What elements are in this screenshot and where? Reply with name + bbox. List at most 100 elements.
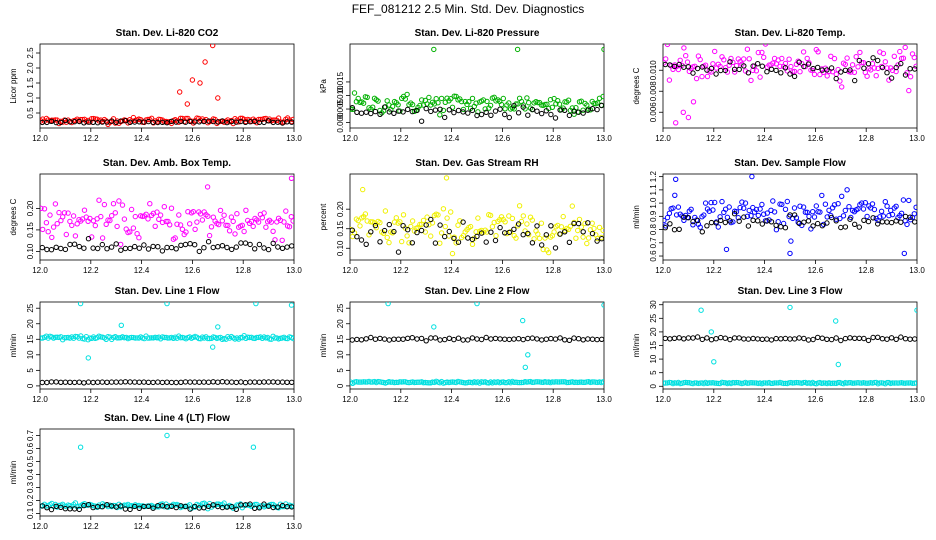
- data-point-reference: [182, 379, 189, 385]
- data-point-main: [860, 206, 867, 212]
- data-point-reference: [219, 243, 226, 249]
- data-point-reference: [865, 61, 872, 67]
- data-point-main: [697, 224, 703, 230]
- data-point-main: [368, 219, 374, 225]
- data-point-outlier: [431, 324, 437, 330]
- plot-frame: [662, 43, 918, 129]
- data-point-reference: [671, 227, 678, 233]
- data-point-reference: [722, 219, 728, 226]
- data-point-reference: [580, 110, 586, 116]
- data-point-reference: [418, 118, 425, 124]
- data-point-reference: [168, 244, 175, 251]
- data-point-reference: [442, 233, 448, 240]
- data-point-reference: [548, 223, 554, 229]
- data-point-reference: [168, 379, 175, 386]
- data-point-reference: [824, 220, 830, 226]
- data-point-main: [63, 231, 70, 238]
- y-tick-label: 0.20: [26, 200, 35, 216]
- data-point-reference: [718, 217, 724, 224]
- data-point-reference: [520, 232, 526, 238]
- data-point-main: [722, 65, 729, 71]
- data-point-main: [670, 66, 676, 73]
- data-point-main: [415, 379, 421, 385]
- data-point-main: [786, 56, 792, 62]
- data-point-main: [835, 201, 841, 207]
- data-point-outlier: [164, 432, 170, 439]
- data-point-main: [712, 48, 718, 55]
- data-point-main: [560, 213, 566, 220]
- data-point-main: [187, 221, 193, 227]
- data-point-main: [855, 64, 861, 70]
- data-point-main: [179, 226, 186, 233]
- data-point-main: [377, 219, 383, 226]
- data-point-reference: [898, 219, 904, 225]
- data-point-reference: [870, 215, 876, 221]
- data-point-outlier: [680, 109, 686, 116]
- data-point-main: [230, 218, 236, 225]
- data-point-main: [487, 102, 494, 109]
- data-point-main: [132, 335, 139, 341]
- data-point-main: [254, 334, 260, 341]
- data-point-main: [176, 212, 182, 218]
- data-point-reference: [247, 501, 253, 507]
- data-point-main: [869, 201, 876, 207]
- x-tick-label: 12.4: [757, 134, 773, 143]
- data-point-main: [177, 115, 184, 122]
- x-tick-label: 12.0: [32, 266, 48, 275]
- data-point-reference: [85, 379, 92, 385]
- data-point-main: [797, 203, 803, 209]
- data-point-reference: [71, 241, 78, 247]
- data-point-main: [699, 73, 705, 80]
- data-point-reference: [99, 379, 106, 385]
- data-point-main: [283, 208, 289, 214]
- data-point-main: [225, 222, 231, 229]
- data-point-reference: [118, 379, 124, 385]
- data-point-reference: [888, 219, 895, 226]
- data-point-reference: [805, 218, 812, 224]
- data-point-main: [399, 238, 405, 245]
- data-point-reference: [810, 336, 816, 343]
- plot-frame: [662, 173, 918, 261]
- x-tick-label: 12.8: [858, 395, 874, 404]
- data-point-main: [386, 239, 392, 246]
- data-point-main: [40, 226, 46, 233]
- data-point-reference: [95, 379, 101, 385]
- data-point-main: [380, 230, 387, 237]
- x-tick-label: 13.0: [596, 134, 612, 143]
- data-point-reference: [861, 65, 867, 71]
- y-tick-label: 0.5: [26, 455, 35, 467]
- data-point-outlier: [215, 324, 221, 330]
- data-point-reference: [856, 335, 862, 341]
- data-point-reference: [40, 379, 45, 386]
- data-point-reference: [898, 60, 904, 67]
- y-tick-label: 15: [649, 341, 658, 350]
- data-point-reference: [787, 336, 793, 342]
- data-point-main: [61, 210, 68, 216]
- data-point-main: [844, 55, 850, 61]
- data-point-reference: [381, 227, 388, 234]
- data-point-reference: [279, 245, 286, 252]
- data-point-main: [742, 200, 749, 206]
- y-tick-label: 0.6: [649, 250, 658, 262]
- data-point-outlier: [787, 250, 793, 257]
- x-tick-label: 12.2: [83, 522, 99, 531]
- data-point-main: [428, 233, 434, 239]
- data-point-reference: [275, 244, 281, 250]
- data-point-main: [857, 380, 863, 386]
- data-point-main: [873, 73, 879, 79]
- data-point-main: [391, 219, 398, 225]
- data-point-main: [663, 380, 667, 386]
- data-point-main: [397, 219, 403, 225]
- data-point-outlier: [673, 120, 679, 126]
- data-point-main: [455, 222, 461, 228]
- data-point-main: [782, 206, 789, 213]
- data-point-main: [482, 106, 488, 112]
- data-point-main: [130, 225, 137, 231]
- data-point-outlier: [202, 59, 208, 65]
- data-point-main: [589, 379, 595, 385]
- data-point-main: [440, 206, 447, 212]
- data-point-main: [368, 379, 374, 385]
- data-point-main: [704, 73, 711, 80]
- data-point-reference: [599, 236, 604, 242]
- data-point-main: [791, 68, 798, 75]
